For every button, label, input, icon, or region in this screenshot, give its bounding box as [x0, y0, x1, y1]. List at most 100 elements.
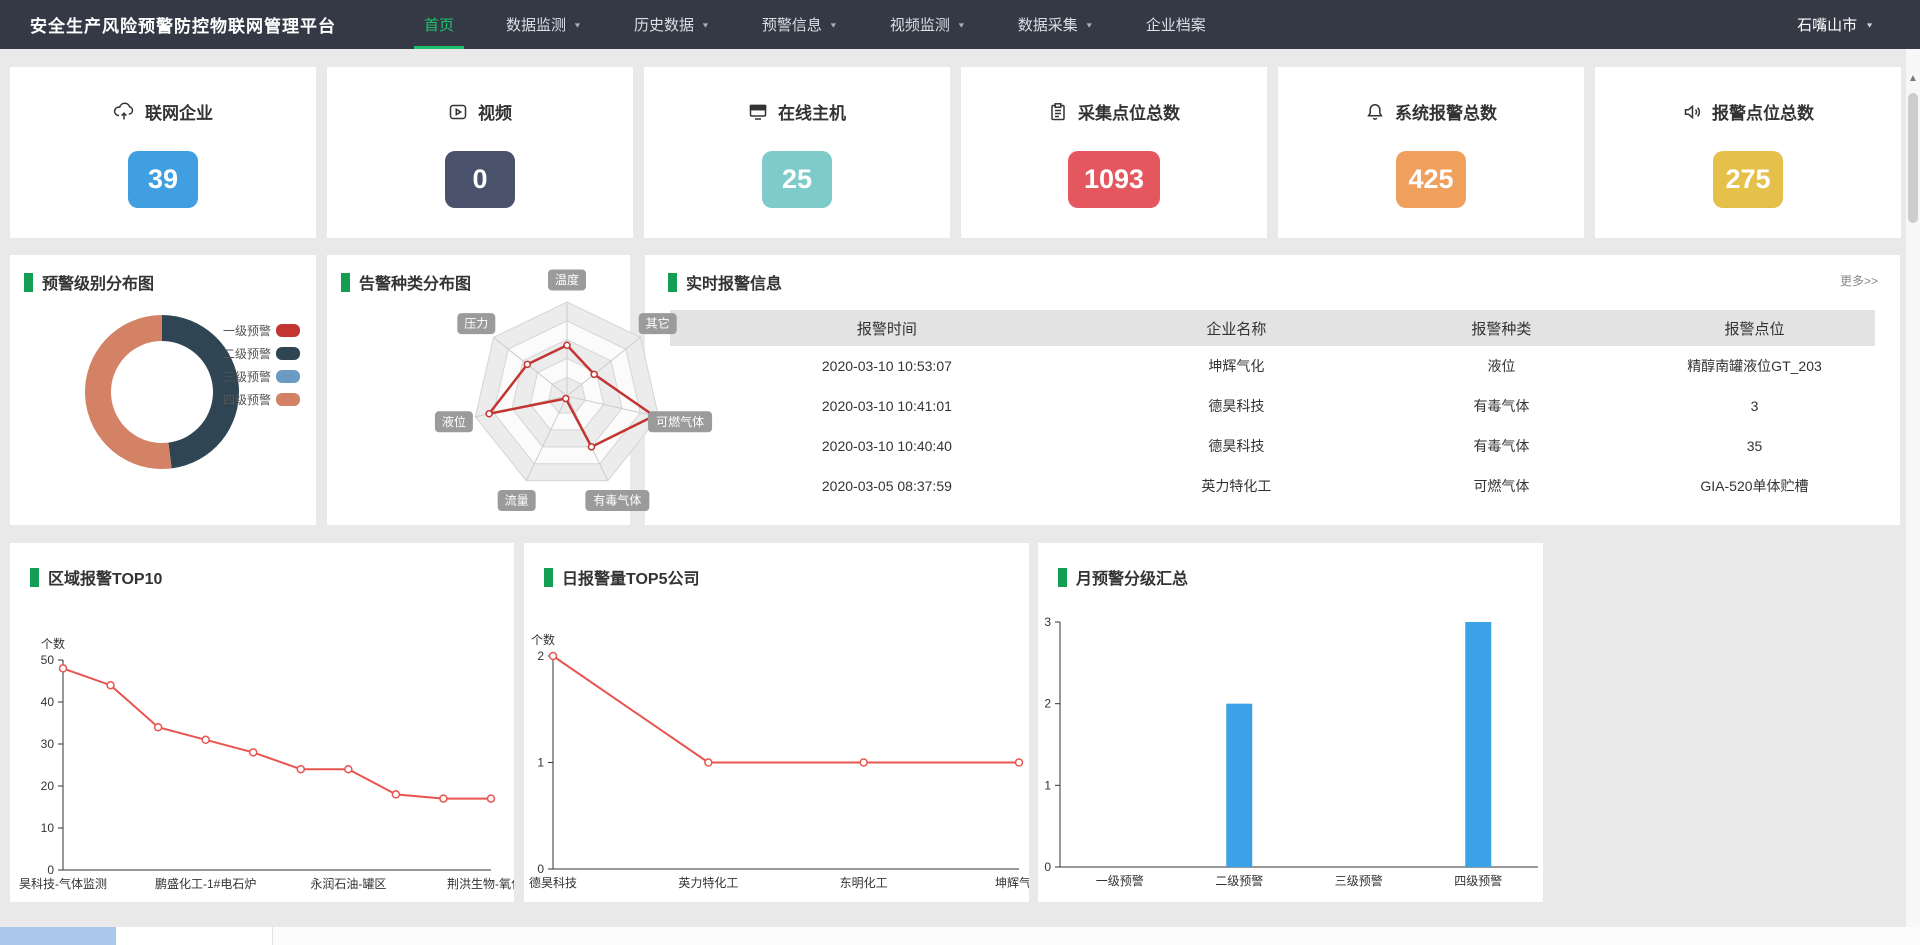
warning-level-donut-chart: [10, 255, 316, 525]
app-title: 安全生产风险预警防控物联网管理平台: [30, 17, 336, 36]
svg-text:1: 1: [537, 756, 544, 770]
svg-text:可燃气体: 可燃气体: [656, 414, 704, 429]
cloud-link-icon: [113, 102, 135, 122]
legend-item[interactable]: 三级预警: [223, 365, 300, 388]
table-cell: 2020-03-10 10:41:01: [821, 398, 952, 414]
nav-item-label: 首页: [424, 17, 455, 34]
donut-legend: 一级预警二级预警三级预警四级预警: [223, 319, 300, 411]
legend-item[interactable]: 一级预警: [223, 319, 300, 342]
svg-text:压力: 压力: [464, 317, 488, 331]
svg-text:40: 40: [41, 695, 55, 709]
nav-item-3[interactable]: 预警信息 ▼: [736, 0, 864, 49]
bottom-strip: [0, 927, 1920, 945]
panel-region-top10: 区域报警TOP10 0 10 20 30 40 50 个数 昊科技-气体监测 鹏盛化工-1#电石…: [10, 543, 514, 902]
table-cell: GIA-520单体贮槽: [1700, 478, 1809, 494]
legend-swatch: [276, 370, 300, 383]
legend-label: 三级预警: [222, 370, 271, 384]
svg-text:流量: 流量: [505, 494, 529, 508]
panel-title-text: 月预警分级汇总: [1076, 571, 1189, 588]
bell-icon: [1365, 102, 1385, 122]
legend-label: 二级预警: [222, 347, 271, 361]
table-row[interactable]: 2020-03-10 10:40:40 德昊科技 有毒气体 35: [670, 426, 1875, 466]
svg-text:2: 2: [1044, 697, 1051, 711]
nav-item-4[interactable]: 视频监测 ▼: [864, 0, 992, 49]
svg-text:鹏盛化工-1#电石炉: 鹏盛化工-1#电石炉: [155, 876, 256, 891]
panel-title-text: 预警级别分布图: [42, 276, 155, 293]
nav-item-label: 历史数据: [633, 17, 694, 34]
nav-item-label: 预警信息: [761, 17, 822, 34]
table-header-cell: 报警时间: [856, 320, 917, 338]
svg-text:3: 3: [1044, 615, 1051, 629]
legend-swatch: [276, 393, 300, 406]
panel-title-marker: [1058, 567, 1067, 587]
table-cell: 有毒气体: [1473, 438, 1530, 454]
svg-text:0: 0: [47, 863, 54, 877]
svg-text:昊科技-气体监测: 昊科技-气体监测: [19, 876, 107, 891]
stat-card-alarm-points: 报警点位总数 275: [1595, 67, 1901, 238]
nav-item-5[interactable]: 数据采集 ▼: [992, 0, 1120, 49]
scrollbar-thumb[interactable]: [1908, 93, 1918, 223]
stat-card-collect-points: 采集点位总数 1093: [961, 67, 1267, 238]
svg-text:其它: 其它: [646, 316, 670, 331]
table-row[interactable]: 2020-03-05 08:37:59 英力特化工 可燃气体 GIA-520单体贮槽: [670, 466, 1875, 506]
nav-item-2[interactable]: 历史数据 ▼: [608, 0, 736, 49]
stat-value-badge: 1093: [1068, 151, 1160, 208]
stat-value-badge: 25: [762, 151, 832, 208]
chevron-down-icon: ▼: [1865, 20, 1874, 29]
alarm-type-radar-chart: 温度 其它 可燃气体 有毒气体 流量 液位 压力: [327, 255, 777, 525]
table-cell: 坤辉气化: [1208, 358, 1265, 374]
legend-item[interactable]: 二级预警: [223, 342, 300, 365]
nav-item-0[interactable]: 首页: [398, 0, 480, 49]
more-link[interactable]: 更多>>: [1839, 274, 1878, 288]
svg-text:东明化工: 东明化工: [840, 876, 888, 890]
table-row[interactable]: 2020-03-10 10:41:01 德昊科技 有毒气体 3: [670, 386, 1875, 426]
table-cell: 精醇南罐液位GT_203: [1687, 358, 1822, 374]
table-cell: 2020-03-10 10:53:07: [821, 358, 952, 374]
panel-title-text: 实时报警信息: [686, 276, 783, 293]
svg-text:有毒气体: 有毒气体: [593, 493, 641, 508]
realtime-alarm-table: 报警时间 企业名称 报警种类 报警点位 2020-03-10 10:53:07 坤辉气化…: [670, 310, 1875, 506]
table-cell: 德昊科技: [1208, 398, 1265, 414]
region-label: 石嘴山市: [1797, 17, 1858, 34]
svg-text:荆洪生物-氧化反: 荆洪生物-氧化反: [447, 877, 514, 891]
chevron-down-icon: ▼: [1084, 20, 1094, 29]
table-header-cell: 报警点位: [1724, 320, 1785, 338]
panel-title: 区域报警TOP10: [30, 565, 162, 589]
nav-item-1[interactable]: 数据监测 ▼: [480, 0, 608, 49]
panel-realtime-alarms: 实时报警信息 更多>> 报警时间 企业名称 报警种类 报警点位 2020-03-10 …: [645, 255, 1900, 525]
table-cell: 2020-03-10 10:40:40: [821, 438, 952, 454]
table-row[interactable]: 2020-03-10 10:53:07 坤辉气化 液位 精醇南罐液位GT_203: [670, 346, 1875, 386]
scroll-up-icon[interactable]: ▲: [1908, 73, 1918, 84]
table-header-cell: 报警种类: [1471, 320, 1532, 338]
svg-text:0: 0: [1044, 860, 1051, 874]
stat-label: 采集点位总数: [1078, 104, 1180, 123]
svg-text:永润石油-罐区: 永润石油-罐区: [310, 877, 386, 891]
svg-text:个数: 个数: [41, 636, 65, 651]
table-body: 2020-03-10 10:53:07 坤辉气化 液位 精醇南罐液位GT_203 202…: [670, 346, 1875, 506]
chevron-down-icon: ▼: [956, 20, 966, 29]
nav-item-6[interactable]: 企业档案: [1120, 0, 1232, 49]
table-cell: 35: [1746, 438, 1763, 454]
chevron-down-icon: ▼: [700, 20, 710, 29]
panel-title: 预警级别分布图: [24, 270, 154, 294]
legend-item[interactable]: 四级预警: [223, 388, 300, 411]
svg-text:四级预警: 四级预警: [1454, 873, 1502, 888]
region-selector[interactable]: 石嘴山市 ▼: [1797, 0, 1874, 49]
chevron-down-icon: ▼: [573, 20, 582, 29]
stat-value-badge: 425: [1396, 151, 1466, 208]
panel-title: 日报警量TOP5公司: [544, 565, 700, 589]
panel-title-marker: [30, 567, 39, 587]
stat-card-enterprises: 联网企业 39: [10, 67, 316, 238]
page-scrollbar[interactable]: ▲: [1906, 49, 1920, 945]
svg-text:英力特化工: 英力特化工: [678, 875, 738, 890]
svg-text:0: 0: [537, 862, 544, 876]
panel-title-marker: [24, 272, 33, 292]
stat-label: 在线主机: [778, 104, 846, 123]
nav-item-label: 数据监测: [506, 17, 567, 34]
table-cell: 2020-03-05 08:37:59: [821, 478, 952, 494]
nav-menu: 首页 数据监测 ▼ 历史数据 ▼ 预警信息 ▼ 视频监测 ▼ 数据采集 ▼ 企业档案: [398, 0, 1232, 49]
bottom-left-block: [0, 927, 116, 945]
